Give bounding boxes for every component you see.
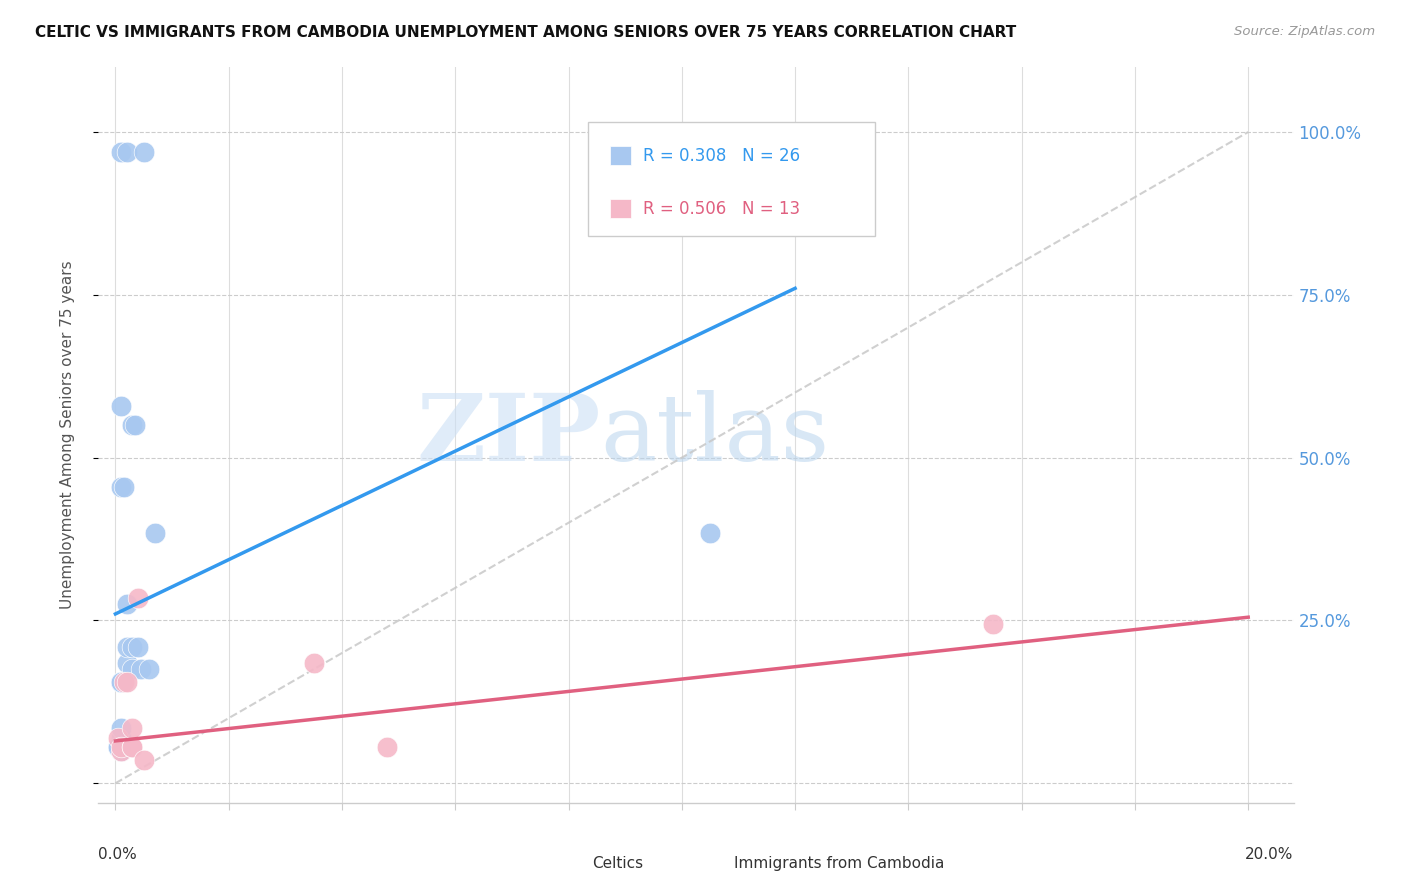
Point [121,640,143,654]
Point [981,616,1004,631]
Text: CELTIC VS IMMIGRANTS FROM CAMBODIA UNEMPLOYMENT AMONG SENIORS OVER 75 YEARS CORR: CELTIC VS IMMIGRANTS FROM CAMBODIA UNEMP… [35,25,1017,40]
Point [110,675,132,690]
Text: R = 0.308   N = 26: R = 0.308 N = 26 [643,146,800,165]
Point [127,591,149,605]
Point [110,731,132,745]
Point [110,744,132,758]
Y-axis label: Unemployment Among Seniors over 75 years: Unemployment Among Seniors over 75 years [60,260,75,609]
FancyBboxPatch shape [565,853,586,876]
FancyBboxPatch shape [610,199,631,218]
Point [115,145,138,159]
Point [107,740,129,755]
Point [110,675,132,690]
Point [302,656,325,670]
FancyBboxPatch shape [709,853,730,876]
Point [110,721,132,735]
Point [127,640,149,654]
Point [107,731,129,745]
Point [143,525,166,540]
Point [121,721,143,735]
FancyBboxPatch shape [589,122,875,236]
Text: 20.0%: 20.0% [1246,847,1294,862]
Point [112,675,135,690]
Point [121,418,143,433]
Point [699,525,721,540]
Point [375,740,398,755]
Point [121,662,143,676]
Point [110,744,132,758]
Point [115,656,138,670]
Text: 0.0%: 0.0% [98,847,138,862]
Text: Immigrants from Cambodia: Immigrants from Cambodia [734,856,945,871]
Point [110,480,132,494]
Text: Celtics: Celtics [592,856,643,871]
Text: ZIP: ZIP [416,390,600,480]
Point [110,675,132,690]
Point [112,480,135,494]
Point [115,640,138,654]
Point [124,418,146,433]
Point [132,754,155,768]
Point [110,399,132,413]
Point [138,662,160,676]
Point [115,675,138,690]
Text: atlas: atlas [600,390,830,480]
Point [132,145,155,159]
Point [110,740,132,755]
Text: R = 0.506   N = 13: R = 0.506 N = 13 [643,200,800,218]
Text: Source: ZipAtlas.com: Source: ZipAtlas.com [1234,25,1375,38]
FancyBboxPatch shape [610,146,631,165]
Point [110,145,132,159]
Point [121,740,143,755]
Point [129,662,152,676]
Point [107,740,129,755]
Point [121,740,143,755]
Point [115,597,138,611]
